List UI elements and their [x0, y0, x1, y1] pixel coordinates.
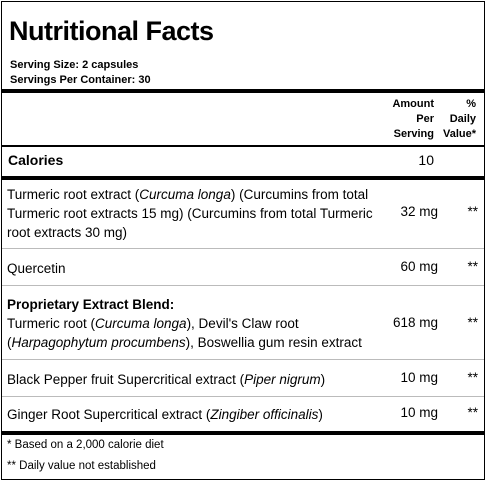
ingredient-dv: **	[467, 405, 478, 420]
text-part: Turmeric root (	[7, 316, 96, 331]
text-part: Turmeric root extract (	[7, 187, 140, 202]
ingredient-name-proprietary-blend: Proprietary Extract Blend: Turmeric root…	[7, 295, 382, 352]
footnote-dv-not-established: ** Daily value not established	[7, 460, 156, 472]
divider-thick-bottom	[2, 431, 484, 435]
calories-label: Calories	[8, 152, 64, 168]
ingredient-dv: **	[467, 259, 478, 274]
divider-thick-top	[2, 89, 484, 93]
amount-header-line: Serving	[393, 128, 434, 140]
dv-header-line: Daily	[449, 113, 476, 125]
calories-value: 10	[418, 152, 434, 168]
divider-row	[2, 396, 484, 397]
latin-name: Curcuma longa	[139, 187, 231, 202]
ingredient-name-turmeric-extract: Turmeric root extract (Curcuma longa) (C…	[7, 185, 382, 242]
latin-name: Piper nigrum	[244, 372, 321, 387]
ingredient-amount: 10 mg	[400, 370, 438, 385]
divider-row	[2, 248, 484, 249]
amount-header-line: Amount	[392, 98, 434, 110]
text-part: ), Boswellia gum resin extract	[185, 335, 362, 350]
divider-header	[2, 145, 484, 147]
ingredient-dv: **	[467, 315, 478, 330]
ingredient-amount: 10 mg	[400, 405, 438, 420]
text-part: ), Devil's Claw root (	[7, 316, 299, 350]
divider-thick-calories	[2, 176, 484, 180]
amount-per-serving-header: Amount Per Serving	[380, 97, 434, 142]
ingredient-name-quercetin: Quercetin	[7, 261, 66, 276]
divider-row	[2, 285, 484, 286]
ingredient-amount: 618 mg	[392, 315, 438, 330]
amount-header-line: Per	[416, 113, 434, 125]
text-part: )	[320, 372, 326, 387]
text-part: ) (Curcumins from total Turmeric root ex…	[7, 187, 373, 240]
text-part: )	[318, 407, 323, 422]
text-part: Black Pepper fruit Supercritical extract…	[7, 372, 245, 387]
ingredient-name-black-pepper: Black Pepper fruit Supercritical extract…	[7, 370, 382, 389]
servings-per-container: Servings Per Container: 30	[10, 74, 151, 86]
latin-name: Harpagophytum procumbens	[11, 335, 186, 350]
ingredient-dv: **	[467, 370, 478, 385]
ingredient-amount: 60 mg	[400, 259, 438, 274]
divider-row	[2, 359, 484, 360]
ingredient-amount: 32 mg	[400, 204, 438, 219]
panel-title: Nutritional Facts	[9, 16, 214, 46]
text-part: Ginger Root Supercritical extract (	[7, 407, 211, 422]
latin-name: Curcuma longa	[95, 316, 187, 331]
ingredient-name-ginger-root: Ginger Root Supercritical extract (Zingi…	[7, 405, 382, 424]
serving-size: Serving Size: 2 capsules	[10, 59, 139, 71]
latin-name: Zingiber officinalis	[210, 407, 319, 422]
blend-title: Proprietary Extract Blend:	[7, 297, 175, 312]
footnote-calorie-diet: * Based on a 2,000 calorie diet	[7, 439, 164, 451]
daily-value-header: % Daily Value*	[438, 97, 476, 142]
dv-header-line: Value*	[442, 128, 476, 140]
ingredient-dv: **	[467, 204, 478, 219]
dv-header-line: %	[466, 98, 476, 110]
